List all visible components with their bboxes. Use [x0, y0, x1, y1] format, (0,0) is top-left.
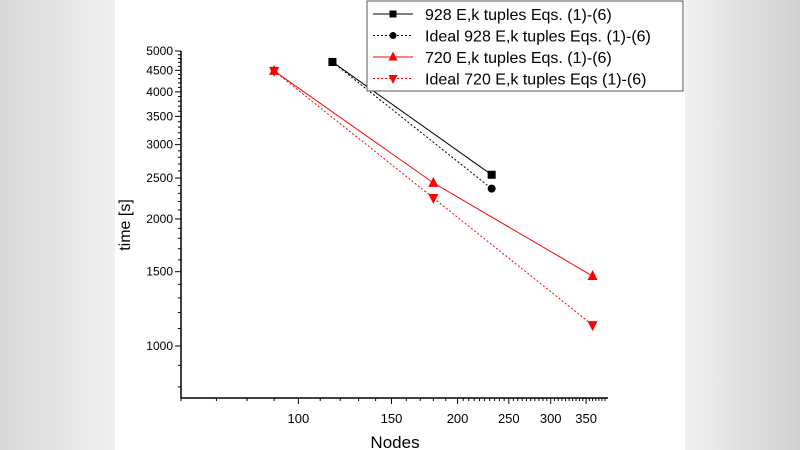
- marker-triangle-up: [388, 51, 398, 61]
- marker-circle: [389, 32, 397, 39]
- x-axis-label: Nodes: [370, 433, 419, 450]
- background-left: [0, 0, 115, 450]
- y-tick-label: 2500: [146, 171, 173, 185]
- marker-circle: [487, 184, 496, 193]
- legend-label: Ideal 928 E,k tuples Eqs. (1)-(6): [425, 29, 651, 46]
- x-tick-label: 150: [381, 411, 403, 426]
- marker-triangle-down: [388, 75, 398, 84]
- marker-triangle-up: [428, 176, 439, 187]
- x-tick-label: 350: [575, 411, 597, 426]
- x-tick-label: 100: [287, 411, 309, 426]
- legend-box: [366, 0, 684, 92]
- marker-triangle-down: [428, 194, 439, 205]
- y-tick-label: 2000: [146, 212, 173, 226]
- y-tick-label: 4500: [146, 63, 173, 77]
- marker-triangle-down: [269, 66, 280, 77]
- marker-square: [389, 10, 397, 18]
- marker-triangle-up: [587, 270, 598, 281]
- y-tick-label: 1500: [146, 265, 173, 279]
- legend-label: 928 E,k tuples Eqs. (1)-(6): [425, 7, 612, 24]
- legend: 928 E,k tuples Eqs. (1)-(6) Ideal 928 E,k…: [366, 0, 684, 92]
- background-right: [685, 0, 800, 450]
- series-line-1: [332, 61, 492, 190]
- marker-square: [487, 170, 496, 179]
- marker-triangle-down: [587, 321, 598, 332]
- marker-circle: [328, 57, 337, 66]
- y-tick-label: 3000: [146, 138, 173, 152]
- plot-area: 100 150 200 250 300 350 1000 1500 2000 2500 3000 35…: [146, 44, 608, 426]
- y-tick-label: 4000: [146, 85, 173, 99]
- series-line-2: [273, 70, 593, 277]
- legend-label: Ideal 720 E,k tuples Eqs (1)-(6): [425, 72, 646, 89]
- y-axis-label: time [s]: [117, 199, 134, 251]
- legend-label: 720 E,k tuples Eqs. (1)-(6): [425, 50, 612, 67]
- x-tick-label: 250: [498, 411, 520, 426]
- series-line-0: [332, 61, 492, 176]
- x-tick-label: 200: [447, 411, 469, 426]
- y-tick-label: 5000: [146, 44, 173, 58]
- y-tick-label: 1000: [146, 339, 173, 353]
- x-tick-label: 300: [540, 411, 562, 426]
- y-tick-label: 3500: [146, 109, 173, 123]
